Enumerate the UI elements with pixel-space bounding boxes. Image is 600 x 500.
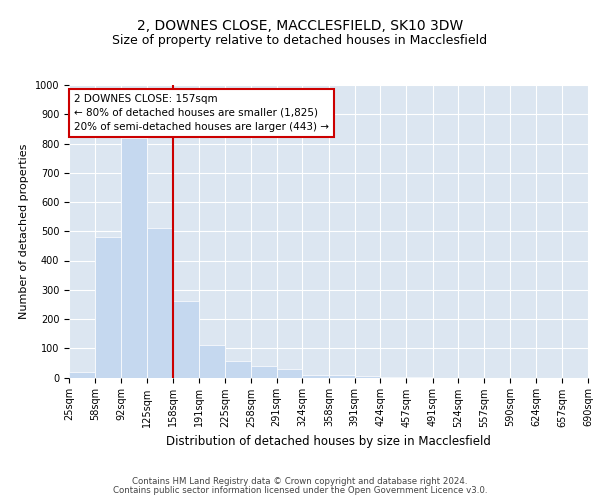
Bar [329, 375, 355, 378]
Bar [355, 376, 380, 378]
Text: 2, DOWNES CLOSE, MACCLESFIELD, SK10 3DW: 2, DOWNES CLOSE, MACCLESFIELD, SK10 3DW [137, 19, 463, 33]
Bar [121, 138, 147, 378]
Bar [251, 366, 277, 378]
Bar [147, 228, 173, 378]
X-axis label: Distribution of detached houses by size in Macclesfield: Distribution of detached houses by size … [166, 435, 491, 448]
Bar [225, 362, 251, 378]
Bar [380, 377, 406, 378]
Text: 2 DOWNES CLOSE: 157sqm
← 80% of detached houses are smaller (1,825)
20% of semi-: 2 DOWNES CLOSE: 157sqm ← 80% of detached… [74, 94, 329, 132]
Text: Contains public sector information licensed under the Open Government Licence v3: Contains public sector information licen… [113, 486, 487, 495]
Text: Contains HM Land Registry data © Crown copyright and database right 2024.: Contains HM Land Registry data © Crown c… [132, 477, 468, 486]
Bar [69, 372, 95, 378]
Bar [302, 374, 329, 378]
Bar [277, 368, 302, 378]
Y-axis label: Number of detached properties: Number of detached properties [19, 144, 29, 319]
Bar [173, 302, 199, 378]
Text: Size of property relative to detached houses in Macclesfield: Size of property relative to detached ho… [112, 34, 488, 47]
Bar [95, 237, 121, 378]
Bar [199, 346, 225, 378]
